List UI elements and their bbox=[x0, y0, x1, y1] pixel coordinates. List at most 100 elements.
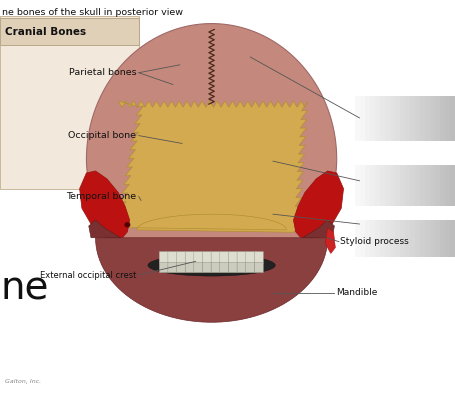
Bar bbox=[355, 220, 360, 257]
Bar bbox=[405, 165, 410, 206]
FancyBboxPatch shape bbox=[246, 252, 255, 263]
Text: ne: ne bbox=[1, 270, 50, 308]
Bar bbox=[410, 96, 415, 141]
Bar bbox=[435, 96, 440, 141]
FancyBboxPatch shape bbox=[237, 252, 246, 263]
FancyBboxPatch shape bbox=[194, 252, 203, 263]
Bar bbox=[390, 220, 395, 257]
Polygon shape bbox=[89, 220, 121, 238]
Bar bbox=[420, 96, 425, 141]
FancyBboxPatch shape bbox=[211, 263, 220, 273]
FancyBboxPatch shape bbox=[211, 252, 220, 263]
Polygon shape bbox=[80, 171, 130, 242]
Bar bbox=[380, 220, 385, 257]
Bar bbox=[410, 220, 415, 257]
Bar bbox=[365, 96, 370, 141]
FancyBboxPatch shape bbox=[177, 263, 186, 273]
Bar bbox=[395, 96, 400, 141]
Bar bbox=[385, 165, 390, 206]
Bar bbox=[450, 220, 455, 257]
Bar bbox=[355, 165, 360, 206]
Bar bbox=[390, 96, 395, 141]
Bar bbox=[370, 165, 375, 206]
Bar bbox=[430, 165, 435, 206]
Bar bbox=[445, 220, 450, 257]
Bar bbox=[415, 220, 420, 257]
Text: Parietal bones: Parietal bones bbox=[69, 68, 136, 77]
Polygon shape bbox=[325, 228, 335, 253]
Bar bbox=[365, 165, 370, 206]
Bar bbox=[385, 96, 390, 141]
Circle shape bbox=[125, 223, 130, 227]
Polygon shape bbox=[303, 220, 334, 238]
Bar bbox=[0, 16, 139, 189]
Bar bbox=[380, 96, 385, 141]
FancyBboxPatch shape bbox=[159, 263, 168, 273]
Bar bbox=[405, 96, 410, 141]
FancyBboxPatch shape bbox=[228, 263, 238, 273]
Bar bbox=[420, 165, 425, 206]
Bar bbox=[440, 96, 445, 141]
Bar bbox=[415, 96, 420, 141]
Polygon shape bbox=[86, 24, 337, 274]
Text: Occipital bone: Occipital bone bbox=[69, 131, 136, 140]
FancyBboxPatch shape bbox=[177, 252, 186, 263]
FancyBboxPatch shape bbox=[185, 252, 194, 263]
FancyBboxPatch shape bbox=[254, 263, 263, 273]
Bar bbox=[430, 96, 435, 141]
Bar bbox=[385, 220, 390, 257]
FancyBboxPatch shape bbox=[246, 263, 255, 273]
Bar bbox=[450, 96, 455, 141]
Bar bbox=[380, 165, 385, 206]
Bar bbox=[425, 220, 430, 257]
Bar bbox=[410, 165, 415, 206]
FancyBboxPatch shape bbox=[168, 252, 177, 263]
Text: ne bones of the skull in posterior view: ne bones of the skull in posterior view bbox=[2, 8, 183, 17]
Bar bbox=[360, 220, 365, 257]
Bar bbox=[450, 165, 455, 206]
Text: Mandible: Mandible bbox=[336, 288, 377, 297]
Bar bbox=[365, 220, 370, 257]
Bar bbox=[370, 96, 375, 141]
Bar bbox=[400, 165, 405, 206]
Bar bbox=[400, 96, 405, 141]
Bar bbox=[445, 165, 450, 206]
Text: External occipital crest: External occipital crest bbox=[40, 271, 136, 279]
FancyBboxPatch shape bbox=[194, 263, 203, 273]
Bar bbox=[435, 165, 440, 206]
FancyBboxPatch shape bbox=[237, 263, 246, 273]
Text: Galton, Inc.: Galton, Inc. bbox=[5, 380, 40, 384]
FancyBboxPatch shape bbox=[220, 263, 229, 273]
Polygon shape bbox=[96, 238, 328, 322]
Bar bbox=[355, 96, 360, 141]
Bar bbox=[425, 165, 430, 206]
FancyBboxPatch shape bbox=[202, 263, 212, 273]
Bar bbox=[430, 220, 435, 257]
Bar bbox=[375, 220, 380, 257]
Text: Cranial Bones: Cranial Bones bbox=[5, 27, 86, 37]
Bar bbox=[0, 18, 139, 45]
Bar bbox=[395, 165, 400, 206]
Bar bbox=[370, 220, 375, 257]
Bar bbox=[360, 96, 365, 141]
Bar bbox=[435, 220, 440, 257]
Bar bbox=[405, 220, 410, 257]
Polygon shape bbox=[293, 171, 344, 242]
FancyBboxPatch shape bbox=[159, 252, 168, 263]
Bar bbox=[395, 220, 400, 257]
Text: Temporal bone: Temporal bone bbox=[66, 192, 136, 201]
Bar bbox=[440, 165, 445, 206]
FancyBboxPatch shape bbox=[185, 263, 194, 273]
Bar bbox=[425, 96, 430, 141]
FancyBboxPatch shape bbox=[228, 252, 238, 263]
Bar bbox=[390, 165, 395, 206]
Bar bbox=[400, 220, 405, 257]
FancyBboxPatch shape bbox=[168, 263, 177, 273]
Ellipse shape bbox=[148, 255, 275, 276]
Polygon shape bbox=[116, 101, 308, 232]
FancyBboxPatch shape bbox=[202, 252, 212, 263]
Text: Styloid process: Styloid process bbox=[340, 237, 409, 246]
FancyBboxPatch shape bbox=[220, 252, 229, 263]
Bar bbox=[445, 96, 450, 141]
Bar bbox=[375, 96, 380, 141]
